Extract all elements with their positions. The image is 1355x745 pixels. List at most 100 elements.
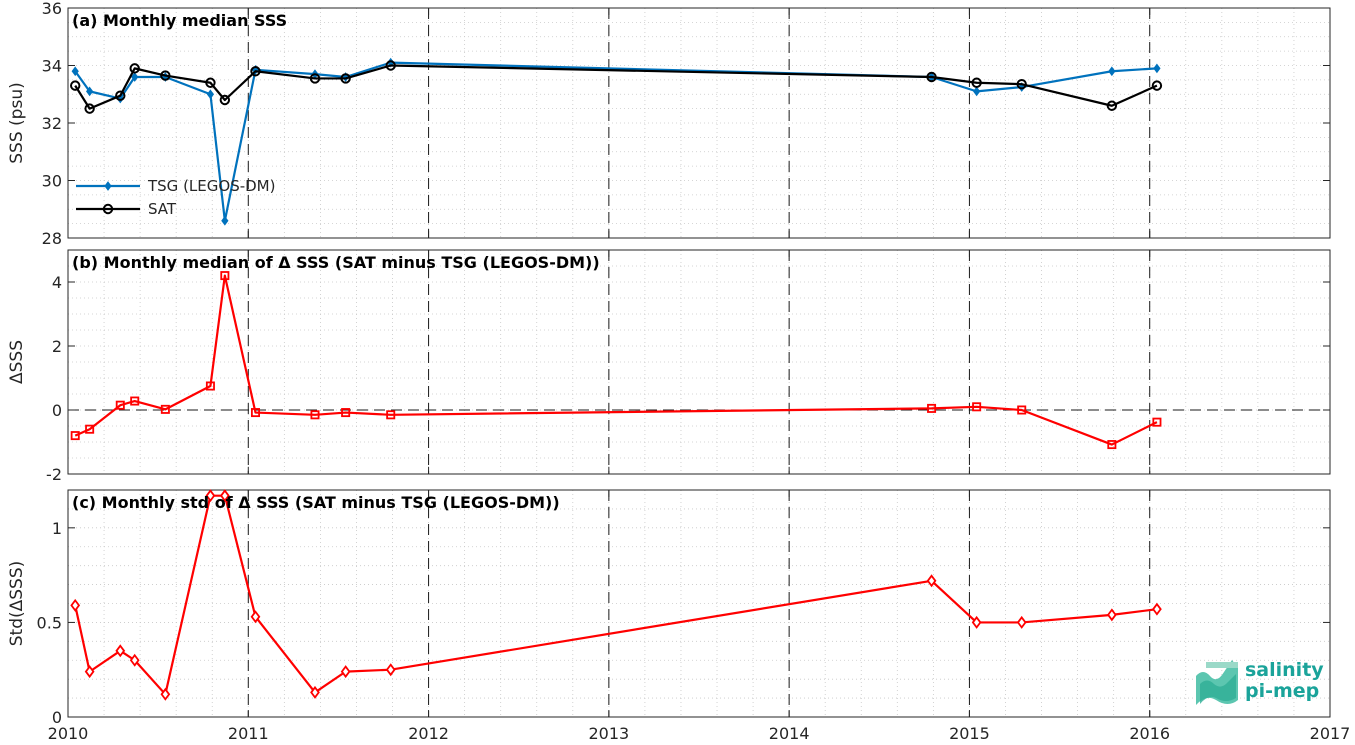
logo-line2: pi-mep	[1245, 680, 1319, 702]
data-point	[220, 271, 230, 281]
data-point	[1108, 66, 1116, 77]
panel-b: -2 0 2 4 ΔSSS (b) Monthly median of Δ SSS (SA…	[7, 249, 1331, 484]
x-tick-label: 2010	[48, 724, 89, 743]
y-tick-label: 0	[52, 401, 62, 420]
logo-wave-icon	[1196, 660, 1238, 705]
series-sat	[70, 60, 1163, 114]
series-delta-sss	[70, 489, 1162, 701]
data-point	[131, 72, 139, 82]
x-tick-label: 2017	[1310, 724, 1351, 743]
x-tick-label: 2012	[408, 724, 449, 743]
axes-box	[67, 489, 1331, 718]
y-tick-label: 1	[52, 519, 62, 538]
data-point	[1016, 78, 1027, 90]
data-point	[340, 665, 351, 679]
legend-label: SAT	[148, 200, 177, 218]
data-point	[972, 402, 982, 412]
data-point	[70, 80, 81, 91]
data-point	[1016, 615, 1027, 629]
series-delta-sss	[70, 271, 1162, 450]
legend-marker	[104, 181, 112, 191]
y-axis-label: ΔSSS	[7, 340, 27, 384]
data-point	[1106, 608, 1117, 622]
data-point	[206, 89, 215, 100]
data-point	[1107, 440, 1117, 450]
legend: TSG (LEGOS-DM) SAT	[76, 177, 275, 218]
y-tick-label: 30	[42, 172, 62, 191]
y-tick-label: 0.5	[37, 613, 62, 632]
data-point	[84, 103, 95, 114]
series-line	[74, 64, 1158, 110]
plot-area	[68, 8, 1330, 238]
data-point	[129, 653, 140, 667]
y-tick-label: 2	[52, 337, 62, 356]
y-tick-label: 28	[42, 229, 62, 248]
y-tick-label: 36	[42, 0, 62, 18]
series-line	[74, 494, 1158, 696]
data-point	[927, 403, 937, 413]
data-point	[1153, 63, 1161, 74]
data-point	[115, 400, 125, 410]
data-point	[130, 396, 140, 406]
data-point	[1106, 100, 1118, 111]
data-point	[70, 598, 81, 612]
y-axis-label: Std(ΔSSS)	[7, 561, 27, 647]
data-point	[160, 404, 170, 414]
y-tick-label: 4	[52, 273, 62, 292]
data-point	[971, 77, 982, 88]
x-tick-label: 2011	[228, 724, 269, 743]
legend-marker	[102, 203, 114, 215]
axes-box	[67, 249, 1331, 475]
y-tick-label: 0	[52, 708, 62, 727]
plot-area	[68, 490, 1330, 717]
data-point	[926, 71, 937, 83]
panel-c: 0 0.5 1 2010 2011 2012 2013 2014 2015 2016 2017 Std…	[7, 489, 1351, 743]
data-point	[86, 86, 94, 97]
data-point	[385, 663, 396, 677]
data-point	[250, 408, 260, 418]
legend-label: TSG (LEGOS-DM)	[147, 177, 275, 195]
series-line	[74, 61, 1157, 222]
series-line	[74, 274, 1158, 446]
data-point	[973, 86, 981, 97]
data-point	[205, 489, 216, 503]
data-point	[309, 73, 321, 84]
data-point	[70, 431, 80, 441]
panel-title: (b) Monthly median of Δ SSS (SAT minus T…	[72, 253, 600, 272]
data-point	[85, 424, 95, 434]
y-tick-label: 34	[42, 57, 62, 76]
data-point	[340, 73, 351, 84]
data-point	[1152, 417, 1162, 427]
data-point	[219, 489, 230, 503]
y-axis-label: SSS (psu)	[7, 82, 27, 163]
data-point	[71, 66, 79, 77]
x-tick-label: 2014	[769, 724, 810, 743]
x-tick-label: 2015	[949, 724, 990, 743]
data-point	[219, 94, 231, 106]
data-point	[1151, 80, 1163, 91]
logo: salinity pi-mep	[1196, 659, 1324, 705]
data-point	[160, 687, 171, 701]
panel-title: (c) Monthly std of Δ SSS (SAT minus TSG …	[72, 493, 560, 512]
data-point	[205, 77, 216, 88]
data-point	[1152, 602, 1162, 616]
panel-title: (a) Monthly median SSS	[72, 11, 287, 30]
x-tick-label: 2016	[1129, 724, 1170, 743]
data-point	[341, 408, 351, 418]
y-tick-label: -2	[46, 465, 62, 484]
panel-a: 28 30 32 34 36 SSS (psu) (a) Monthly median SS…	[7, 0, 1331, 248]
x-tick-label: 2013	[588, 724, 629, 743]
data-point	[385, 60, 396, 71]
data-point	[160, 70, 171, 81]
data-point	[115, 90, 126, 101]
plot-area	[68, 250, 1330, 474]
data-point	[250, 610, 261, 624]
data-point	[115, 644, 126, 658]
data-point	[386, 410, 396, 420]
data-point	[1017, 405, 1027, 415]
data-point	[310, 410, 320, 420]
data-point	[310, 685, 320, 699]
y-tick-label: 32	[42, 114, 62, 133]
data-point	[205, 381, 215, 391]
